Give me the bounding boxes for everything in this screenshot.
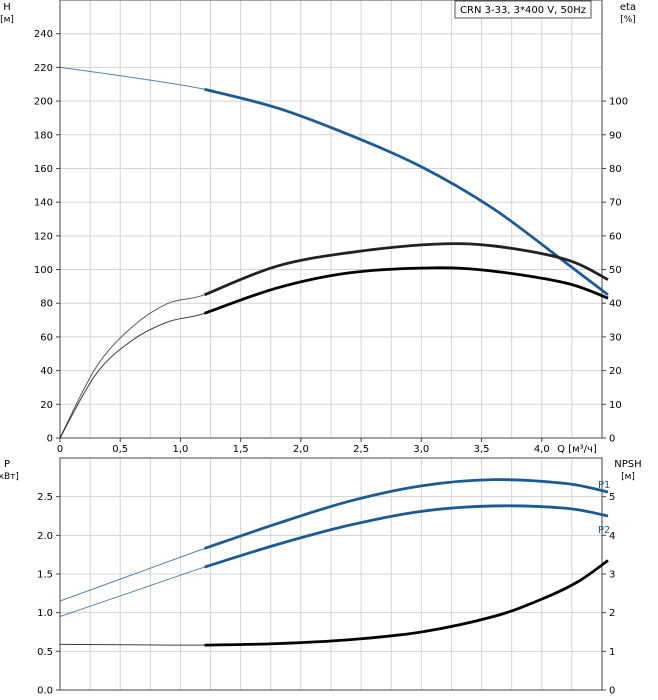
y-right-axis-label: eta bbox=[620, 2, 636, 13]
y-left-axis-unit: [кВт] bbox=[0, 472, 19, 482]
y-right-tick-label: 10 bbox=[609, 400, 622, 411]
series-p2-extrapolated-line bbox=[60, 505, 602, 618]
y-left-tick-label: 160 bbox=[34, 164, 53, 175]
y-right-tick-label: 40 bbox=[609, 299, 622, 310]
x-tick-label: 1,5 bbox=[233, 444, 249, 455]
y-left-tick-label: 0.0 bbox=[37, 686, 53, 697]
y-left-tick-label: 200 bbox=[34, 97, 53, 108]
y-left-tick-label: 1.5 bbox=[37, 570, 53, 581]
x-tick-label: 3,5 bbox=[474, 444, 490, 455]
y-right-tick-label: 3 bbox=[609, 570, 615, 581]
x-tick-label: 0 bbox=[57, 444, 63, 455]
x-tick-label: 2,0 bbox=[293, 444, 309, 455]
y-right-tick-label: 50 bbox=[609, 265, 622, 276]
x-axis-label: Q [м³/ч] bbox=[557, 444, 597, 455]
y-right-tick-label: 4 bbox=[609, 531, 615, 542]
series-0-2-line bbox=[204, 266, 609, 315]
y-left-tick-label: 40 bbox=[40, 366, 53, 377]
x-tick-label: 2,5 bbox=[353, 444, 369, 455]
chart-title-box bbox=[454, 0, 592, 19]
y-left-tick-label: 2.0 bbox=[37, 531, 53, 542]
series-p1-line bbox=[204, 478, 609, 550]
x-tick-label: 1,0 bbox=[172, 444, 188, 455]
y-right-tick-label: 20 bbox=[609, 366, 622, 377]
y-right-tick-label: 100 bbox=[609, 97, 628, 108]
y-right-axis-unit: [%] bbox=[620, 15, 636, 25]
series-0-1-line bbox=[204, 242, 609, 297]
y-right-tick-label: 1 bbox=[609, 647, 615, 658]
series-label-p2: P2 bbox=[598, 525, 610, 536]
x-tick-label: 0,5 bbox=[112, 444, 128, 455]
y-left-axis-unit: [м] bbox=[0, 15, 14, 25]
y-left-tick-label: 0.5 bbox=[37, 647, 53, 658]
y-right-tick-label: 80 bbox=[609, 164, 622, 175]
y-left-tick-label: 220 bbox=[34, 63, 53, 74]
y-right-tick-label: 90 bbox=[609, 130, 622, 141]
y-left-tick-label: 0 bbox=[47, 434, 53, 445]
y-left-tick-label: 240 bbox=[34, 29, 53, 40]
y-right-axis-label: NPSH bbox=[614, 459, 641, 470]
y-left-tick-label: 140 bbox=[34, 198, 53, 209]
series-p2-line bbox=[204, 504, 609, 569]
power-npsh-chart: 0.0 0.5 1.0 1.5 2.0 2.5 0 1 2 3 4 5 P [кВт] NPSH [м] P1 P… bbox=[0, 457, 642, 697]
y-left-tick-label: 60 bbox=[40, 332, 53, 343]
y-left-axis-label: P bbox=[4, 459, 10, 470]
y-right-tick-label: 70 bbox=[609, 198, 622, 209]
series-0-1-extrapolated-line bbox=[60, 243, 602, 438]
y-right-tick-label: 30 bbox=[609, 332, 622, 343]
y-right-tick-label: 5 bbox=[609, 492, 615, 503]
plot-frame bbox=[59, 0, 603, 439]
series-0-2-extrapolated-line bbox=[60, 267, 602, 438]
y-right-axis-unit: [м] bbox=[621, 472, 635, 482]
series-p1-extrapolated-line bbox=[60, 479, 602, 602]
series-label-p1: P1 bbox=[598, 480, 610, 491]
y-left-tick-label: 120 bbox=[34, 231, 53, 242]
x-tick-label: 3,0 bbox=[413, 444, 429, 455]
y-right-tick-label: 0 bbox=[609, 434, 615, 445]
head-efficiency-chart: 0 20 40 60 80 100 120 140 160 180 200 220 240 0 10 20 30… bbox=[0, 0, 636, 455]
series-0-0-line bbox=[204, 87, 609, 296]
y-left-axis-label: H bbox=[3, 2, 11, 13]
series-1-2-line bbox=[204, 559, 609, 647]
y-left-tick-label: 20 bbox=[40, 400, 53, 411]
chart-title: CRN 3-33, 3*400 V, 50Hz bbox=[460, 5, 586, 16]
y-right-tick-label: 0 bbox=[609, 686, 615, 697]
y-right-tick-label: 2 bbox=[609, 608, 615, 619]
x-tick-label: 4,0 bbox=[534, 444, 550, 455]
y-left-tick-label: 1.0 bbox=[37, 608, 53, 619]
series-1-2-extrapolated-line bbox=[60, 564, 602, 646]
y-right-tick-label: 60 bbox=[609, 231, 622, 242]
y-left-tick-label: 180 bbox=[34, 130, 53, 141]
y-left-tick-label: 2.5 bbox=[37, 492, 53, 503]
y-left-tick-label: 80 bbox=[40, 299, 53, 310]
y-left-tick-label: 100 bbox=[34, 265, 53, 276]
